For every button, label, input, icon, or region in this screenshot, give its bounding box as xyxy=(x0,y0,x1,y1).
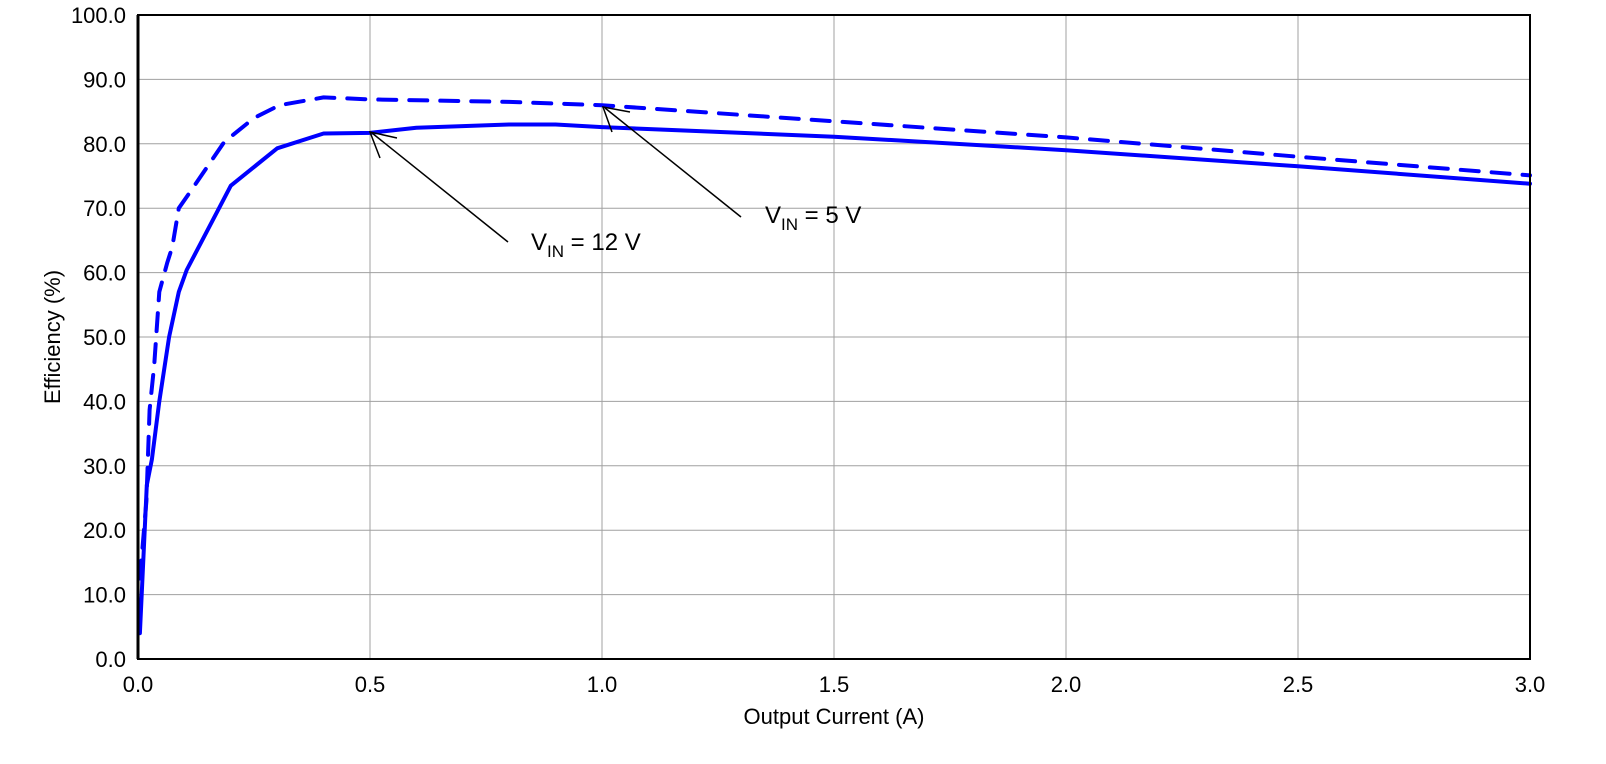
annotations: VIN = 12 V VIN = 5 V xyxy=(368,106,861,261)
x-tick-label: 1.5 xyxy=(819,672,850,697)
x-tick-label: 1.0 xyxy=(587,672,618,697)
annotation-arrowhead-12v xyxy=(368,130,398,159)
y-tick-label: 70.0 xyxy=(83,196,126,221)
y-tick-label: 40.0 xyxy=(83,389,126,414)
y-tick-label: 100.0 xyxy=(71,3,126,28)
x-tick-label: 3.0 xyxy=(1515,672,1546,697)
y-tick-label: 80.0 xyxy=(83,132,126,157)
x-tick-label: 2.5 xyxy=(1283,672,1314,697)
x-tick-label: 2.0 xyxy=(1051,672,1082,697)
x-axis-label: Output Current (A) xyxy=(744,704,925,729)
annotation-arrowhead-5v xyxy=(601,106,631,133)
x-tick-label: 0.5 xyxy=(355,672,386,697)
annotation-arrow-12v xyxy=(371,132,509,243)
y-tick-label: 30.0 xyxy=(83,454,126,479)
x-tick-labels: 0.0 0.5 1.0 1.5 2.0 2.5 3.0 xyxy=(123,672,1546,697)
y-tick-label: 60.0 xyxy=(83,261,126,286)
grid xyxy=(137,14,1531,660)
series-line-vin-5v xyxy=(137,95,1532,581)
annotation-arrow-5v xyxy=(604,107,742,218)
y-tick-label: 90.0 xyxy=(83,67,126,92)
y-axis-label: Efficiency (%) xyxy=(40,270,65,404)
series-line-vin-12v xyxy=(137,122,1532,636)
y-tick-label: 10.0 xyxy=(83,583,126,608)
annotation-label-12v: VIN = 12 V xyxy=(531,229,641,261)
y-tick-label: 50.0 xyxy=(83,325,126,350)
x-tick-label: 0.0 xyxy=(123,672,154,697)
series-group xyxy=(137,95,1532,636)
y-tick-label: 20.0 xyxy=(83,518,126,543)
annotation-label-5v: VIN = 5 V xyxy=(765,202,861,234)
y-tick-labels: 0.0 10.0 20.0 30.0 40.0 50.0 60.0 70.0 80.0 90.0 1… xyxy=(71,3,126,672)
y-tick-label: 0.0 xyxy=(95,647,126,672)
